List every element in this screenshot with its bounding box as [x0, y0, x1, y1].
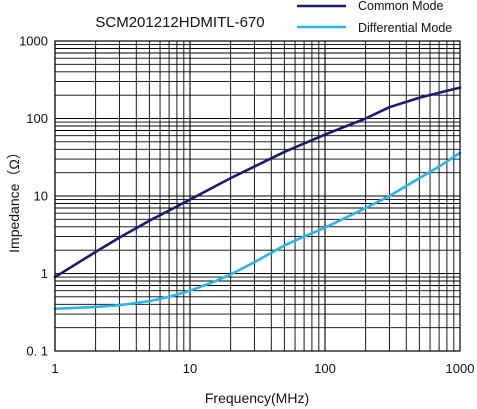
y-tick-label: 0. 1 [26, 344, 48, 359]
plot-frame [54, 40, 461, 352]
x-axis-label: Frequency(MHz) [205, 390, 309, 406]
y-tick-label: 10 [34, 189, 48, 204]
series-line-differential-mode [53, 151, 462, 311]
x-tick-label: 1000 [446, 361, 475, 376]
y-tick-label: 1000 [19, 34, 48, 49]
x-tick-label: 100 [314, 361, 336, 376]
y-axis-label: Impedance（Ω） [6, 145, 22, 253]
y-tick-label: 100 [26, 111, 48, 126]
legend-label-differential-mode: Differential Mode [358, 21, 452, 35]
x-tick-label: 10 [183, 361, 197, 376]
grid [54, 41, 460, 352]
series [53, 86, 462, 311]
legend-label-common-mode: Common Mode [358, 0, 443, 13]
x-tick-label: 1 [51, 361, 58, 376]
y-tick-label: 1 [41, 266, 48, 281]
series-line-common-mode [53, 86, 462, 279]
legend: Common Mode Differential Mode [297, 0, 452, 35]
chart-title: SCM201212HDMITL-670 [95, 14, 264, 31]
